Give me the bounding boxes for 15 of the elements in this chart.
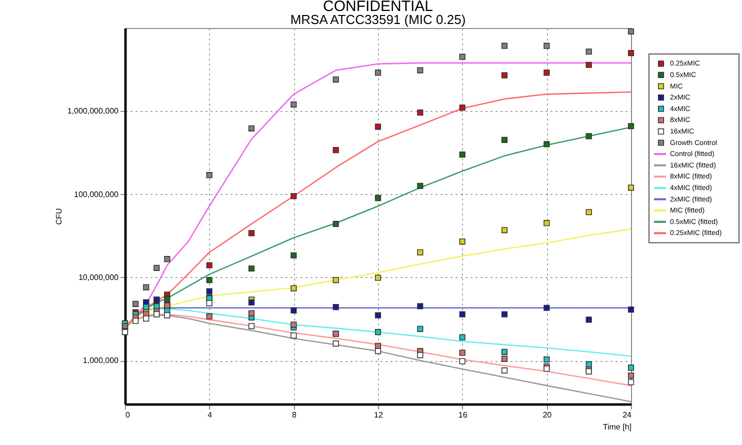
x-tick-label: 8 [292, 410, 297, 420]
y-tick-label: 1,000,000 [82, 356, 120, 366]
y-tick-label: 100,000,000 [74, 190, 120, 199]
y-tick-label: 10,000,000 [78, 272, 120, 282]
x-tick-label: 12 [374, 410, 384, 420]
x-axis-title: Time [h] [602, 422, 632, 432]
x-tick-label: 0 [126, 410, 130, 420]
y-axis-title: CFU [54, 208, 64, 225]
x-tick-label: 24 [622, 410, 632, 420]
x-tick-label: 20 [542, 410, 552, 420]
x-tick-label: 4 [208, 410, 213, 420]
x-tick-label: 16 [458, 410, 468, 420]
text: CONFIDENTIAL [322, 0, 434, 15]
y-tick-label: 1,000,000,000 [67, 106, 120, 116]
chart-title: MRSA ATCC33591 (MIC 0.25) [290, 12, 466, 27]
